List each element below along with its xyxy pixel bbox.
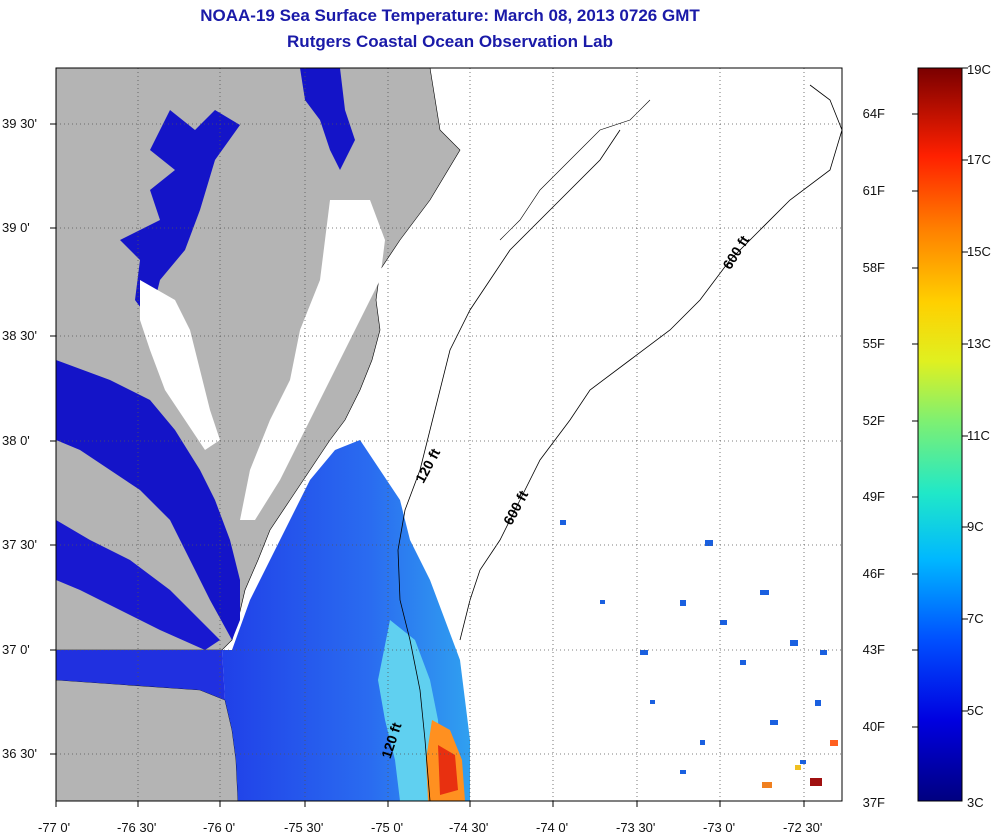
- lat-label: 39 30': [2, 116, 38, 131]
- colorbar-f-label: 40F: [862, 719, 885, 734]
- map-subtitle: Rutgers Coastal Ocean Observation Lab: [287, 32, 613, 51]
- colorbar-c-label: 5C: [967, 703, 984, 718]
- lat-label: 37 30': [2, 537, 38, 552]
- warm-sst-patch: [378, 620, 440, 801]
- lon-label: -72 30': [783, 820, 823, 835]
- contour-120ft: [397, 129, 621, 801]
- chesapeake-bay: [120, 110, 240, 320]
- map-frame: [55, 67, 843, 802]
- map-area: 600 ft 120 ft 600 ft 120 ft: [56, 68, 842, 801]
- lat-label: 38 0': [2, 433, 30, 448]
- colorbar-c-label: 11C: [967, 428, 990, 443]
- colorbar-c-label: 7C: [967, 611, 984, 626]
- colorbar-c-label: 17C: [967, 152, 991, 167]
- colorbar-f-label: 58F: [862, 260, 885, 275]
- colorbar-c-label: 9C: [967, 519, 984, 534]
- lon-label: -74 30': [449, 820, 489, 835]
- contour-120ft-shelf: [499, 99, 651, 241]
- colorbar-f-label: 64F: [862, 106, 885, 121]
- colorbar-c-label: 3C: [967, 795, 984, 810]
- lon-label: -75 0': [371, 820, 404, 835]
- colorbar-c-label: 19C: [967, 62, 991, 77]
- colorbar-f-label: 49F: [862, 489, 885, 504]
- lon-label: -74 0': [536, 820, 569, 835]
- offshore-sst-pixels: [560, 520, 827, 774]
- lat-label: 39 0': [2, 220, 30, 235]
- map-title: NOAA-19 Sea Surface Temperature: March 0…: [200, 6, 700, 25]
- colorbar-f-label: 43F: [862, 642, 885, 657]
- lat-label: 38 30': [2, 328, 38, 343]
- lon-label: -73 30': [616, 820, 656, 835]
- colorbar: [917, 67, 963, 802]
- lower-bay-water: [56, 650, 225, 700]
- colorbar-f-label: 46F: [862, 566, 885, 581]
- upper-bay-cloud-mask: [140, 280, 220, 450]
- lon-label: -76 0': [203, 820, 236, 835]
- delaware-bay: [300, 68, 355, 170]
- hot-sst-core: [438, 745, 458, 795]
- colorbar-c-label: 13C: [967, 336, 991, 351]
- bay-cloud-mask: [240, 200, 385, 520]
- potomac-river: [56, 360, 240, 640]
- offshore-warm-pixels: [762, 740, 838, 788]
- lon-label: -77 0': [38, 820, 71, 835]
- colorbar-f-label: 37F: [862, 795, 885, 810]
- colorbar-f-label: 52F: [862, 413, 885, 428]
- colorbar-ticks: [912, 67, 968, 728]
- colorbar-f-label: 61F: [862, 183, 885, 198]
- frame-ticks: [50, 123, 805, 807]
- lon-label: -76 30': [117, 820, 157, 835]
- land-south-virginia: [56, 679, 239, 801]
- lon-label: -73 0': [703, 820, 736, 835]
- lat-label: 37 0': [2, 642, 30, 657]
- lon-label: -75 30': [284, 820, 324, 835]
- colorbar-c-label: 15C: [967, 244, 991, 259]
- colorbar-f-label: 55F: [862, 336, 885, 351]
- lat-lon-grid: [56, 68, 842, 801]
- lat-label: 36 30': [2, 746, 38, 761]
